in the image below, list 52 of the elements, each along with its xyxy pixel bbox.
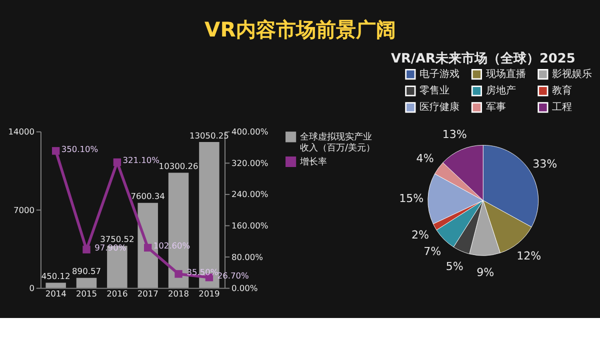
legend-label: 军事 xyxy=(486,101,506,114)
data-label: 890.57 xyxy=(72,266,101,276)
data-label: 7% xyxy=(424,244,442,258)
data-label: 15% xyxy=(399,192,424,205)
data-label: 5% xyxy=(446,260,464,273)
data-label: 9% xyxy=(476,266,494,279)
point xyxy=(113,158,122,166)
legend-label: 房地产 xyxy=(486,84,516,97)
data-label: 350.10% xyxy=(61,144,98,154)
x-tick-label: 2019 xyxy=(198,288,220,299)
y2-tick-label: 160.00% xyxy=(231,220,268,230)
x-tick-label: 2014 xyxy=(45,288,66,299)
y2-tick-label: 320.00% xyxy=(231,158,268,168)
x-tick-label: 2015 xyxy=(76,288,98,299)
data-label: 33% xyxy=(532,158,558,171)
x-tick-label: 2018 xyxy=(168,288,190,299)
data-label: 7600.34 xyxy=(130,191,165,202)
legend-label: 工程 xyxy=(552,102,572,114)
legend-label: 增长率 xyxy=(299,156,327,168)
data-label: 4% xyxy=(416,152,434,165)
x-tick-label: 2016 xyxy=(106,288,128,299)
point xyxy=(144,244,152,252)
data-label: 450.12 xyxy=(41,271,70,282)
legend-label: 电子游戏 xyxy=(420,68,460,80)
legend-label: 教育 xyxy=(552,84,572,97)
point xyxy=(82,246,90,254)
legend-label: 零售业 xyxy=(420,84,450,97)
y2-tick-label: 400.00% xyxy=(231,126,268,137)
y2-tick-label: 80.00% xyxy=(231,252,264,262)
y-tick-label: 7000 xyxy=(13,204,35,215)
y2-tick-label: 240.00% xyxy=(231,189,268,200)
data-label: 321.10% xyxy=(122,155,160,166)
y-tick-label: 14000 xyxy=(8,126,35,137)
text: VR内容市场前景广阔 xyxy=(204,18,396,42)
legend-label: 现场直播 xyxy=(486,68,526,80)
legend-label: 全球虚拟现实产业收入（百万/美元） xyxy=(300,132,376,154)
y2-tick-label: 0.00% xyxy=(231,283,258,294)
legend-label: 影视娱乐 xyxy=(552,68,592,80)
data-label: 13% xyxy=(442,128,467,142)
x-tick-label: 2017 xyxy=(137,288,158,299)
point xyxy=(174,270,182,278)
data-label: 12% xyxy=(516,249,542,262)
data-label: 10300.26 xyxy=(158,161,198,172)
data-label: 2% xyxy=(411,228,429,242)
data-label: 13050.25 xyxy=(189,130,229,140)
legend-label: 医疗健康 xyxy=(420,101,460,114)
chart-title: VR/AR未来市场（全球）2025 xyxy=(390,50,576,66)
y-tick-label: 0 xyxy=(29,283,35,294)
bar xyxy=(46,282,66,288)
data-label: 3750.52 xyxy=(100,234,134,244)
point xyxy=(52,147,60,155)
bar xyxy=(76,278,97,288)
